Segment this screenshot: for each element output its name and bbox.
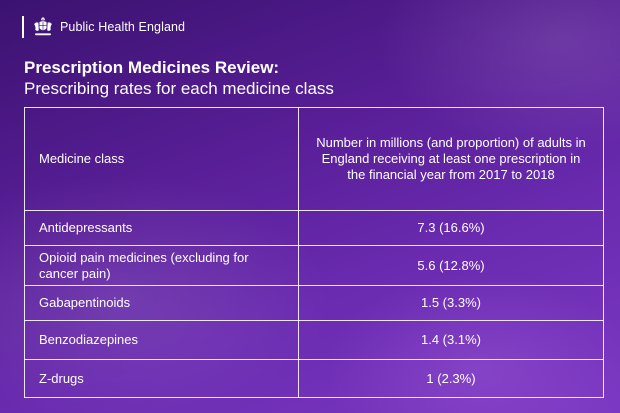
column-header-medicine-class: Medicine class bbox=[24, 107, 299, 211]
organisation-brand: Public Health England bbox=[22, 16, 185, 38]
table-row: Opioid pain medicines (excluding for can… bbox=[24, 245, 604, 286]
prescription-value-cell: 5.6 (12.8%) bbox=[298, 245, 604, 286]
table-row: Benzodiazepines 1.4 (3.1%) bbox=[24, 320, 604, 360]
column-header-prescription-count: Number in millions (and proportion) of a… bbox=[298, 107, 604, 211]
table-header-row: Medicine class Number in millions (and p… bbox=[24, 107, 604, 211]
table-row: Z-drugs 1 (2.3%) bbox=[24, 359, 604, 398]
prescription-value-cell: 7.3 (16.6%) bbox=[298, 210, 604, 246]
table-row: Gabapentinoids 1.5 (3.3%) bbox=[24, 285, 604, 321]
royal-crest-icon bbox=[34, 17, 52, 36]
prescribing-rates-table: Medicine class Number in millions (and p… bbox=[24, 107, 604, 398]
medicine-class-cell: Antidepressants bbox=[24, 210, 299, 246]
page-subtitle: Prescribing rates for each medicine clas… bbox=[24, 79, 334, 98]
medicine-class-cell: Gabapentinoids bbox=[24, 285, 299, 321]
prescription-value-cell: 1.5 (3.3%) bbox=[298, 285, 604, 321]
medicine-class-cell: Z-drugs bbox=[24, 359, 299, 398]
prescription-value-cell: 1.4 (3.1%) bbox=[298, 320, 604, 360]
page-title: Prescription Medicines Review: bbox=[24, 58, 280, 77]
medicine-class-cell: Benzodiazepines bbox=[24, 320, 299, 360]
table-row: Antidepressants 7.3 (16.6%) bbox=[24, 210, 604, 246]
organisation-name: Public Health England bbox=[60, 20, 186, 34]
medicine-class-cell: Opioid pain medicines (excluding for can… bbox=[24, 245, 299, 286]
prescription-value-cell: 1 (2.3%) bbox=[298, 359, 604, 398]
